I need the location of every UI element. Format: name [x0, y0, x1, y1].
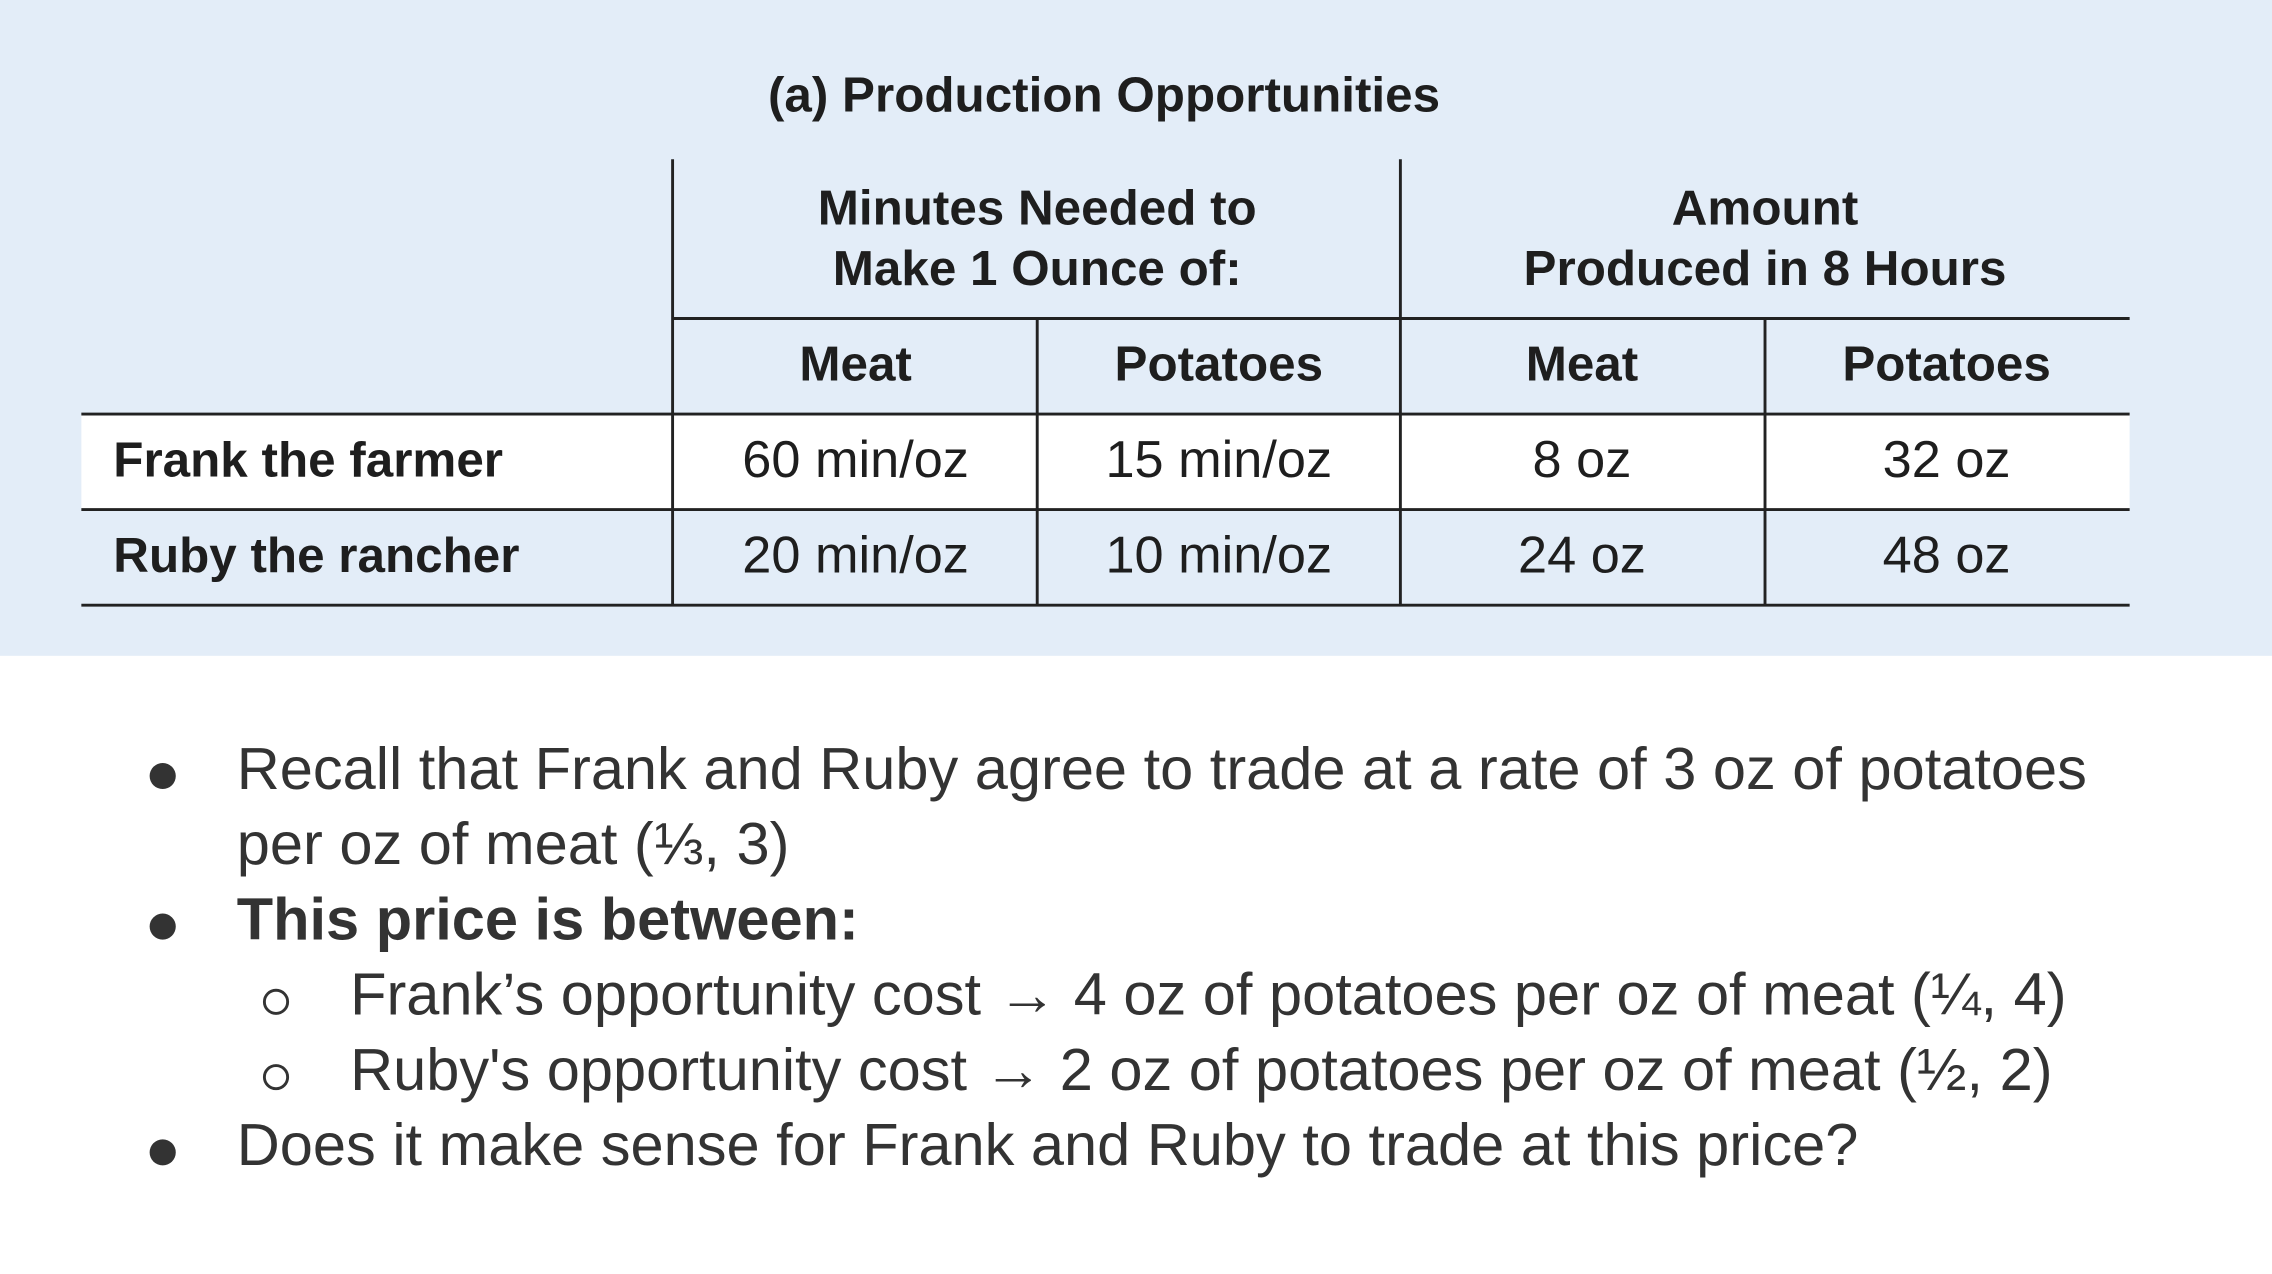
row-label: Ruby the rancher [113, 528, 519, 583]
table-cell: 8 oz [1533, 431, 1632, 489]
group-header: Minutes Needed to [818, 180, 1257, 235]
column-header: Meat [799, 337, 912, 392]
table-cell: 48 oz [1883, 527, 2011, 585]
bullet-text: per oz of meat (⅓, 3) [237, 810, 790, 877]
group-header: Make 1 Ounce of: [833, 241, 1242, 296]
column-header: Meat [1526, 337, 1639, 392]
column-header: Potatoes [1842, 337, 2051, 392]
table-cell: 24 oz [1518, 527, 1646, 585]
bullet-text: Does it make sense for Frank and Ruby to… [237, 1111, 1859, 1178]
table-title: (a) Production Opportunities [768, 68, 1440, 123]
table-cell: 60 min/oz [742, 431, 969, 489]
table-cell: 20 min/oz [742, 527, 969, 585]
bullet-dot [149, 913, 176, 940]
row-highlight [81, 414, 2130, 510]
sub-bullet-text: Frank’s opportunity cost → 4 oz of potat… [350, 961, 2066, 1028]
table-cell: 10 min/oz [1105, 527, 1332, 585]
sub-bullet-circle [262, 1064, 290, 1091]
column-header: Potatoes [1115, 337, 1324, 392]
group-header: Produced in 8 Hours [1524, 241, 2007, 296]
table-cell: 32 oz [1883, 431, 2011, 489]
sub-bullet-circle [262, 988, 290, 1015]
table-cell: 15 min/oz [1105, 431, 1332, 489]
group-header: Amount [1672, 180, 1859, 235]
bullet-dot [149, 1139, 176, 1166]
bullet-text: Recall that Frank and Ruby agree to trad… [237, 735, 2087, 802]
row-label: Frank the farmer [113, 432, 503, 487]
bullet-dot [149, 762, 176, 790]
bullet-text: This price is between: [237, 885, 859, 952]
bullet-list: Recall that Frank and Ruby agree to trad… [149, 735, 2087, 1178]
table-panel [0, 0, 2272, 656]
table-body: Frank the farmer 60 min/oz 15 min/oz 8 oz 32… [113, 431, 2010, 584]
sub-bullet-text: Ruby's opportunity cost → 2 oz of potato… [350, 1036, 2052, 1103]
